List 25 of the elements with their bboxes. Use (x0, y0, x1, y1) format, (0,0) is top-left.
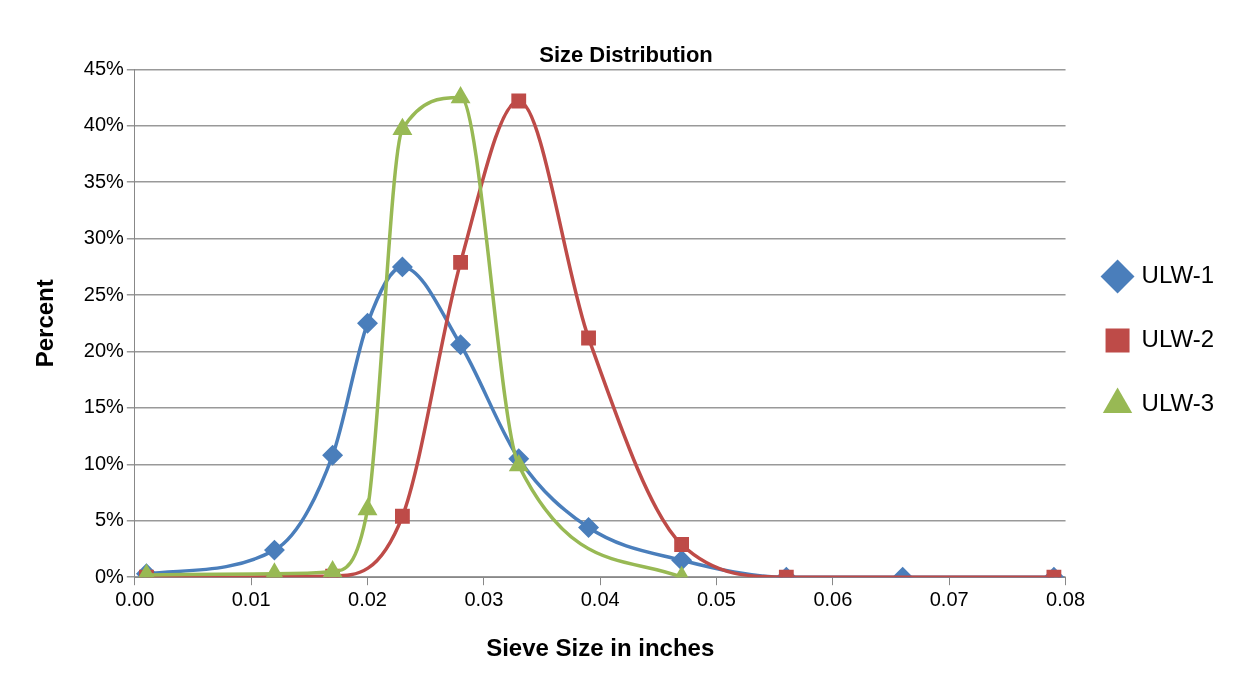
y-tick-label: 15% (83, 395, 125, 418)
x-tick-label: 0.07 (929, 587, 969, 610)
y-tick-label: 25% (83, 282, 125, 305)
y-axis-title: Percent (31, 279, 59, 368)
x-tick-label: 0.00 (115, 587, 155, 610)
x-tick-label: 0.04 (580, 587, 620, 610)
y-tick-label: 35% (83, 169, 125, 192)
y-tick-label: 20% (83, 339, 125, 362)
x-axis-title: Sieve Size in inches (486, 634, 715, 662)
y-tick-label: 5% (94, 508, 125, 531)
y-tick-label: 30% (83, 226, 125, 249)
y-tick-label: 40% (83, 113, 125, 136)
legend-label: ULW-3 (1141, 389, 1215, 417)
chart-title: Size Distribution (539, 42, 713, 68)
x-tick-label: 0.02 (348, 587, 387, 610)
x-tick-label: 0.03 (464, 587, 504, 610)
legend-label: ULW-1 (1141, 261, 1215, 289)
legend-label: ULW-2 (1141, 325, 1215, 353)
x-tick-label: 0.01 (231, 587, 271, 610)
y-tick-label: 0% (94, 564, 125, 587)
x-tick-label: 0.08 (1046, 587, 1086, 610)
y-tick-label: 10% (83, 451, 125, 474)
x-tick-label: 0.06 (813, 587, 853, 610)
x-tick-label: 0.05 (697, 587, 736, 610)
y-tick-label: 45% (83, 56, 125, 79)
